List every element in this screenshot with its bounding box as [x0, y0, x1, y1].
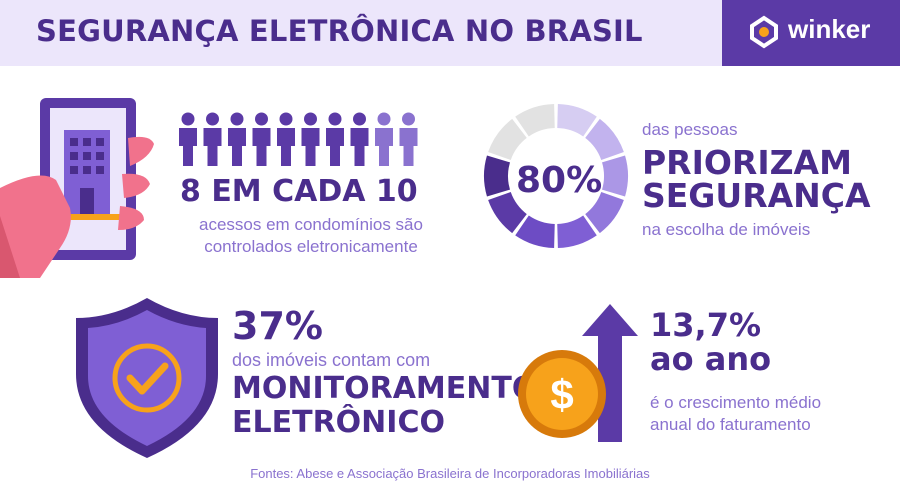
stat-growth-value: 13,7% ao ano — [650, 308, 771, 376]
person-icon — [375, 112, 393, 166]
stat-access-value: 8 EM CADA 10 — [180, 174, 418, 209]
page-title: SEGURANÇA ELETRÔNICA NO BRASIL — [36, 14, 643, 48]
winker-logo-icon — [750, 15, 778, 49]
source-footnote: Fontes: Abese e Associação Brasileira de… — [250, 466, 650, 481]
stat-priority-value: 80% — [516, 160, 603, 201]
up-arrow-icon — [582, 304, 638, 442]
stat-monitoring-headline-line1: MONITORAMENTO — [232, 371, 538, 406]
stat-priority-post-text: na escolha de imóveis — [642, 220, 811, 239]
person-icon — [228, 112, 246, 166]
stat-monitoring-value: 37% — [232, 304, 323, 348]
stat-growth-description-line2: anual do faturamento — [650, 415, 811, 434]
stat-monitoring-pre-text: dos imóveis contam com — [232, 350, 431, 370]
growth-illustration: $ — [518, 304, 638, 442]
donut-segment-empty — [488, 118, 527, 160]
donut-segment-filled — [488, 192, 527, 234]
stat-access-description-line2: controlados eletronicamente — [204, 237, 418, 256]
donut-ring-icon — [484, 104, 628, 248]
person-icon — [326, 112, 344, 166]
donut-segment-empty — [515, 104, 555, 137]
stat-growth-description-line1: é o crescimento médio — [650, 393, 822, 412]
donut-segment-filled — [602, 155, 628, 197]
stat-monitoring-headline-line2: ELETRÔNICO — [232, 405, 445, 440]
stat-growth-description: é o crescimento médio anual do faturamen… — [650, 392, 821, 436]
people-row — [179, 112, 418, 166]
coin-symbol: $ — [550, 371, 573, 418]
stat-growth-value-line1: 13,7% — [650, 306, 762, 344]
donut-segment-filled — [557, 104, 597, 137]
person-icon — [350, 112, 369, 166]
person-icon — [203, 112, 222, 166]
hand-icon — [0, 136, 154, 278]
stat-growth-value-line2: ao ano — [650, 340, 772, 378]
person-icon — [252, 112, 271, 166]
logo-text: winker — [788, 14, 871, 44]
donut-segment-filled — [515, 215, 555, 248]
donut-segment-filled — [484, 155, 510, 197]
stat-priority-headline-line1: PRIORIZAM — [642, 143, 852, 182]
person-icon — [399, 112, 418, 166]
person-icon — [277, 112, 295, 166]
stat-priority-pre-text: das pessoas — [642, 120, 738, 139]
donut-segment-filled — [585, 118, 624, 160]
coin-dollar-icon: $ — [518, 350, 606, 438]
person-icon — [179, 112, 197, 166]
stat-monitoring-headline: MONITORAMENTO ELETRÔNICO — [232, 372, 537, 440]
shield-check-icon — [76, 298, 218, 458]
donut-segment-filled — [585, 192, 624, 234]
stat-priority-headline: PRIORIZAM SEGURANÇA — [642, 146, 871, 212]
stat-priority-headline-line2: SEGURANÇA — [642, 176, 871, 215]
stat-access-description-line1: acessos em condomínios são — [199, 215, 423, 234]
stat-access-description: acessos em condomínios são controlados e… — [180, 214, 442, 258]
person-icon — [301, 112, 320, 166]
donut-segment-filled — [557, 215, 597, 248]
